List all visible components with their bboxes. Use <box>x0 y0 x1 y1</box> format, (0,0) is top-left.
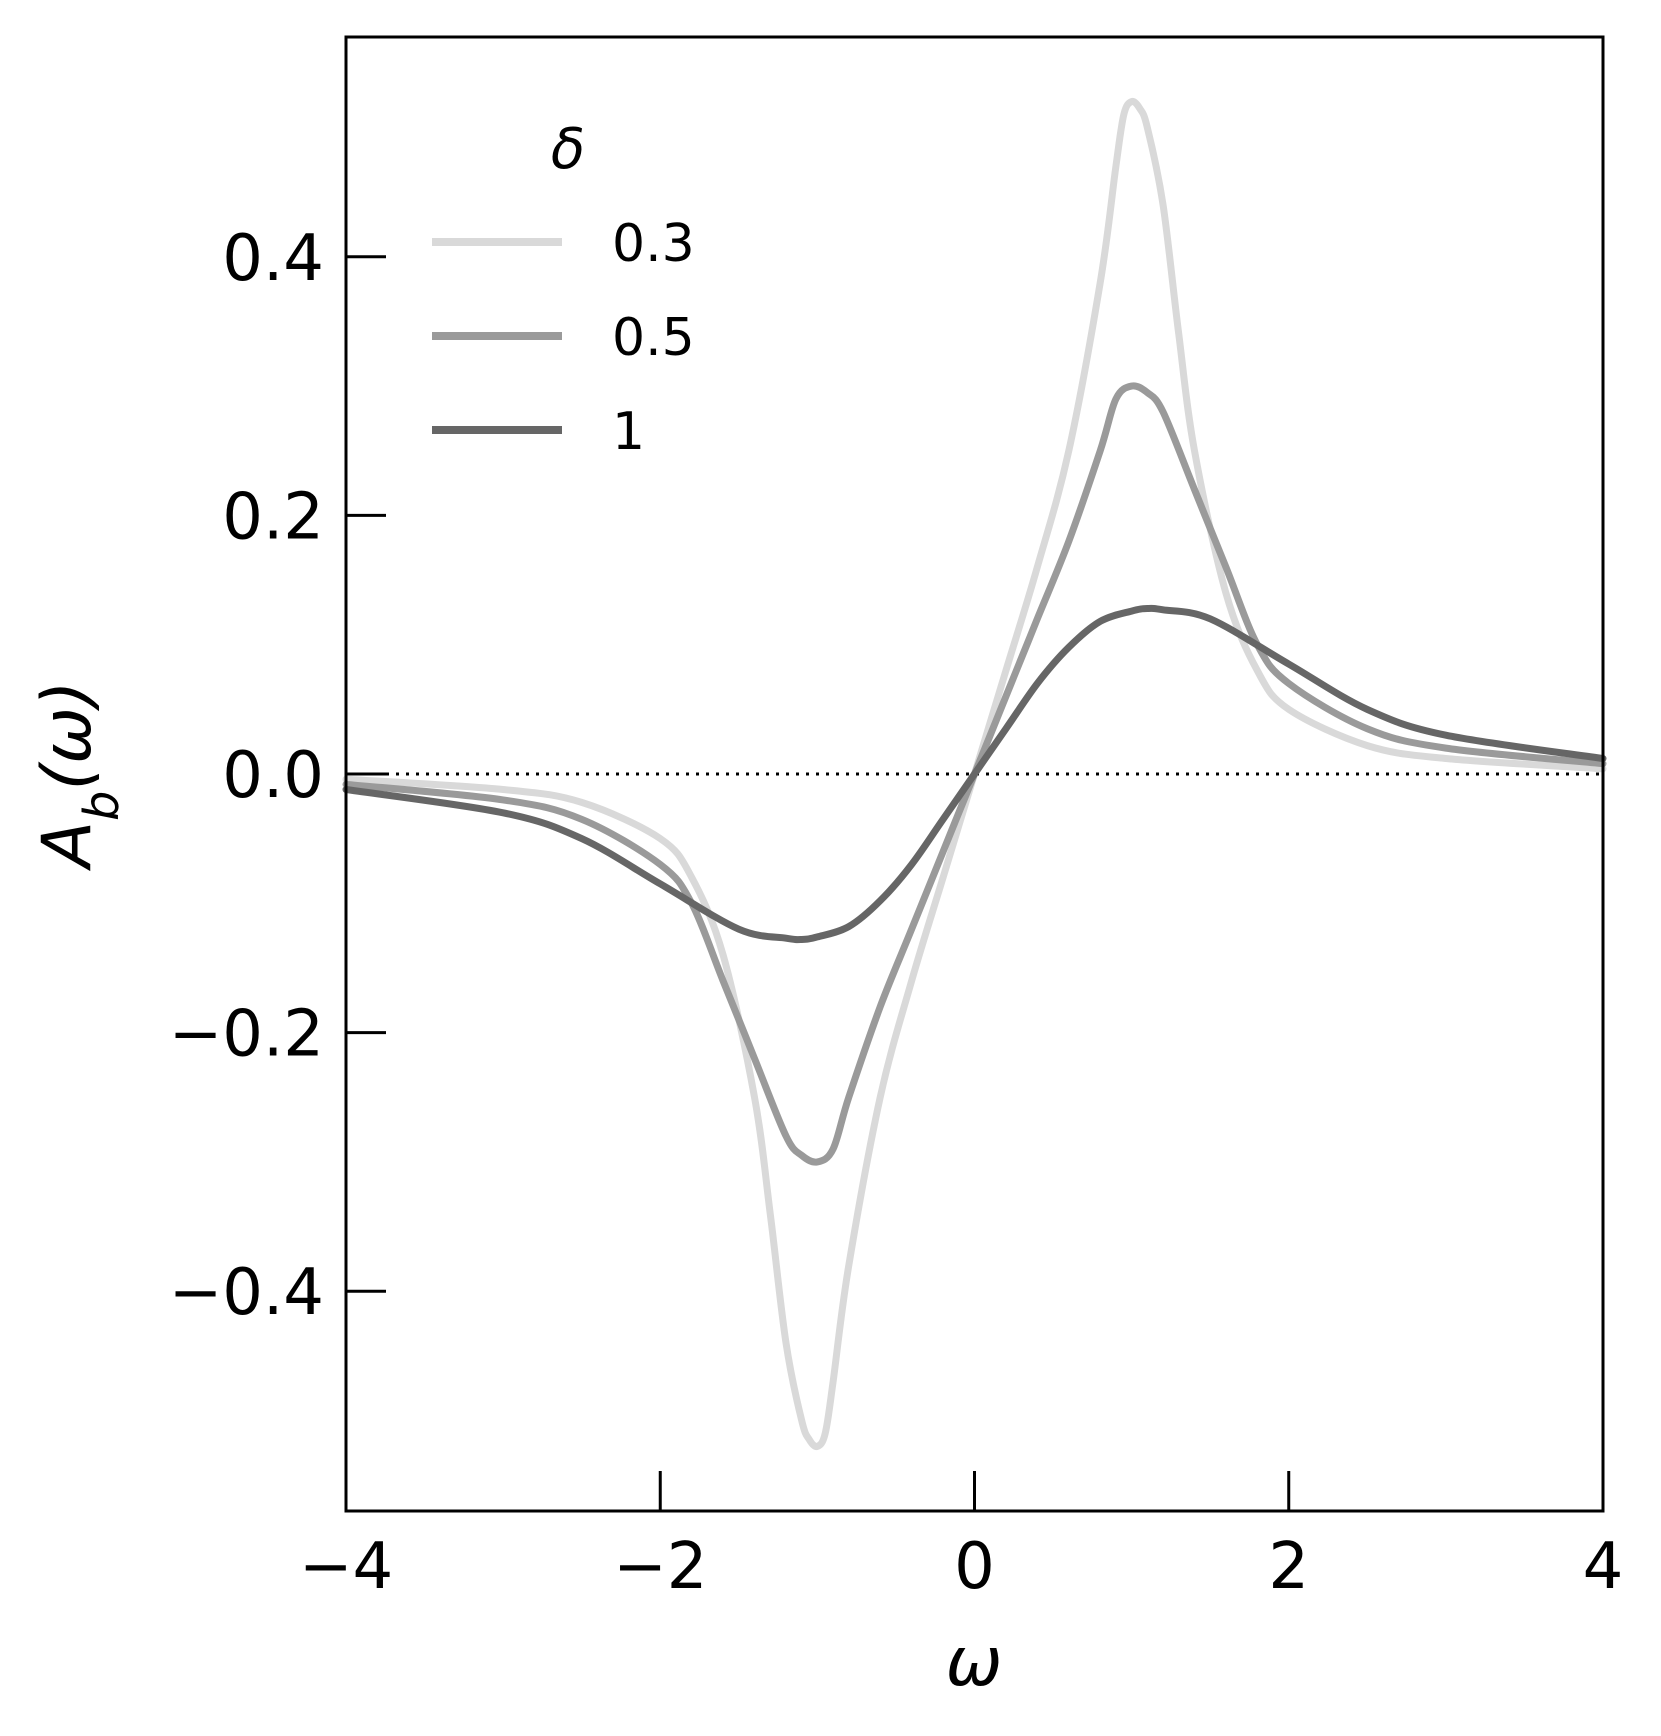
x-tick-label: −2 <box>613 1530 707 1604</box>
y-axis-label: Ab(ω) <box>28 680 130 871</box>
x-tick-label: 4 <box>1583 1530 1624 1604</box>
y-tick-label: −0.2 <box>169 998 324 1072</box>
y-tick-label: 0.2 <box>222 480 324 554</box>
y-tick-label: 0.4 <box>222 222 324 296</box>
plot-frame <box>344 35 1605 1513</box>
legend: δ 0.3 0.5 1 <box>432 117 695 462</box>
legend-title: δ <box>551 117 585 182</box>
x-tick-label: 0 <box>954 1530 995 1604</box>
x-tick-label: −4 <box>299 1530 393 1604</box>
series-line-2 <box>342 604 1607 944</box>
x-tick-label: 2 <box>1268 1530 1309 1604</box>
legend-label-2: 1 <box>612 402 645 462</box>
tick-labels-layer: −4 −2 0 2 4 −0.4 −0.2 0.0 0.2 0.4 <box>169 222 1624 1604</box>
x-axis-label: ω <box>946 1623 1003 1702</box>
legend-label-0: 0.3 <box>612 214 695 274</box>
y-tick-label: 0.0 <box>222 739 324 813</box>
y-tick-label: −0.4 <box>169 1256 324 1330</box>
legend-label-1: 0.5 <box>612 308 695 368</box>
series-layer <box>342 97 1607 1451</box>
